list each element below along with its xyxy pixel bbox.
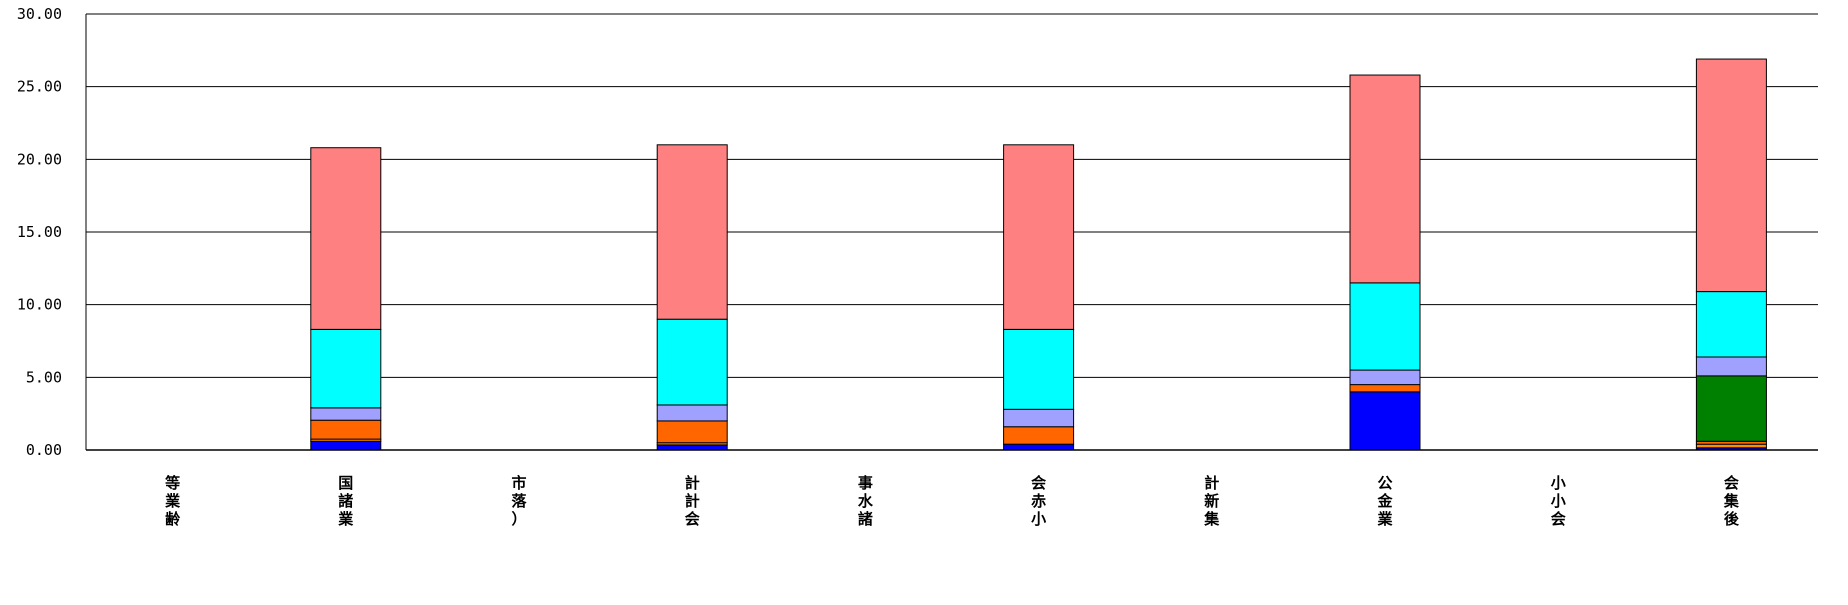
y-tick-label: 0.00 [26,441,62,459]
x-tick-label: 国諸業 [337,474,354,528]
bar-segment [310,419,382,440]
bar-segment [1349,384,1421,393]
bar-segment [1695,291,1767,358]
x-tick-label: 市落） [511,474,527,528]
x-tick-label: 会赤小 [1031,474,1046,528]
x-tick-label: 会集後 [1723,474,1740,528]
bar-segment [1349,369,1421,386]
axes [85,14,1818,451]
y-axis-tick-labels: 0.00 5.00 10.00 15.00 20.00 25.00 30.00 [17,5,62,459]
bar-segment [310,407,382,421]
bar-segment [656,444,728,451]
bars [310,58,1767,451]
y-tick-label: 25.00 [17,78,62,96]
bar-segment [310,440,382,451]
bar-segment [1003,408,1075,428]
y-tick-label: 5.00 [26,368,62,386]
bar-segment [1695,375,1767,442]
x-tick-label: 計計会 [685,474,700,528]
bar-segment [1695,356,1767,377]
x-tick-label: 事水諸 [858,474,874,528]
bar-segment [1003,144,1075,330]
x-tick-label: 小小会 [1551,474,1566,528]
bar-segment [1349,74,1421,284]
bar-segment [310,328,382,409]
bar-segment [1003,443,1075,451]
bar-segment [1003,328,1075,410]
x-axis-tick-labels: 等業齢 国諸業 市落） 計計会 事水諸 会赤小 計新集 公金業 小小会 会集後 [164,474,1740,528]
y-tick-label: 20.00 [17,150,62,168]
y-tick-label: 10.00 [17,296,62,314]
bar-segment [656,404,728,422]
bar-segment [656,144,728,320]
x-tick-label: 公金業 [1376,474,1393,528]
bar-segment [1695,443,1767,449]
bar-segment [1003,426,1075,445]
bar-segment [1349,282,1421,371]
y-tick-label: 15.00 [17,223,62,241]
bar-segment [656,420,728,444]
y-tick-label: 30.00 [17,5,62,23]
bar-segment [310,147,382,330]
x-tick-label: 等業齢 [164,474,181,528]
x-tick-label: 計新集 [1203,474,1220,528]
bar-segment [1349,391,1421,451]
bar-segment [656,318,728,406]
bar-segment [1695,58,1767,293]
